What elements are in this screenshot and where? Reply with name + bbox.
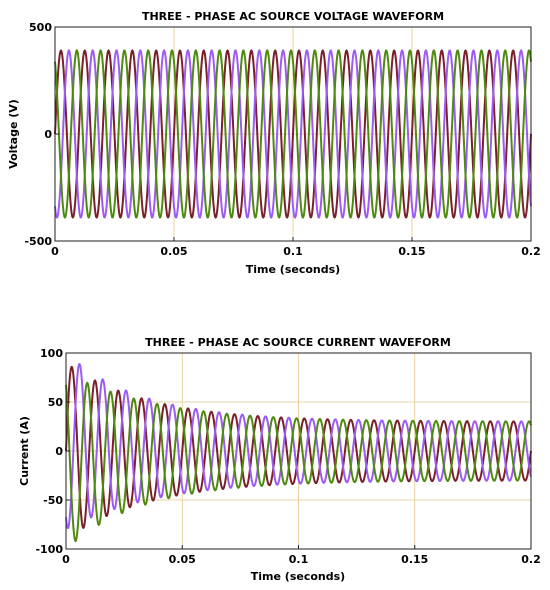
x-tick-label: 0.1 [289,553,309,566]
y-axis-label: Current (A) [18,416,31,486]
x-tick-label: 0.15 [401,553,428,566]
x-tick-label: 0 [51,245,59,258]
y-tick-label: 0 [55,445,63,458]
x-tick-label: 0.2 [521,553,541,566]
chart-title: THREE - PHASE AC SOURCE VOLTAGE WAVEFORM [142,10,444,23]
x-tick-label: 0.05 [160,245,187,258]
y-tick-label: -500 [24,235,52,248]
y-tick-label: 50 [48,396,64,409]
series-line-2 [65,362,532,530]
x-axis-label: Time (seconds) [251,570,345,583]
series-line-2 [54,49,532,219]
series-line-1 [54,49,532,219]
series-group [54,49,532,219]
voltage-chart: THREE - PHASE AC SOURCE VOLTAGE WAVEFORM… [7,10,541,276]
current-chart: THREE - PHASE AC SOURCE CURRENT WAVEFORM… [18,336,541,583]
series-line-1 [65,365,532,529]
series-group [65,362,532,543]
y-tick-label: -50 [43,494,63,507]
y-tick-label: 500 [29,21,52,34]
series-line-3 [65,381,532,543]
y-axis-ticks: -100 -50 0 50 100 [35,347,70,556]
x-axis-ticks: 0 0.05 0.1 0.15 0.2 [51,237,541,258]
chart-title: THREE - PHASE AC SOURCE CURRENT WAVEFORM [145,336,451,349]
series-line-3 [54,49,532,219]
x-tick-label: 0 [62,553,70,566]
y-axis-label: Voltage (V) [7,99,20,169]
y-tick-label: 100 [40,347,63,360]
x-tick-label: 0.15 [398,245,425,258]
x-tick-label: 0.1 [283,245,303,258]
x-tick-label: 0.2 [521,245,541,258]
y-tick-label: -100 [35,543,63,556]
x-axis-ticks: 0 0.05 0.1 0.15 0.2 [62,545,541,566]
y-tick-label: 0 [44,128,52,141]
y-axis-ticks: -500 0 500 [24,21,59,248]
x-tick-label: 0.05 [169,553,196,566]
x-axis-label: Time (seconds) [246,263,340,276]
